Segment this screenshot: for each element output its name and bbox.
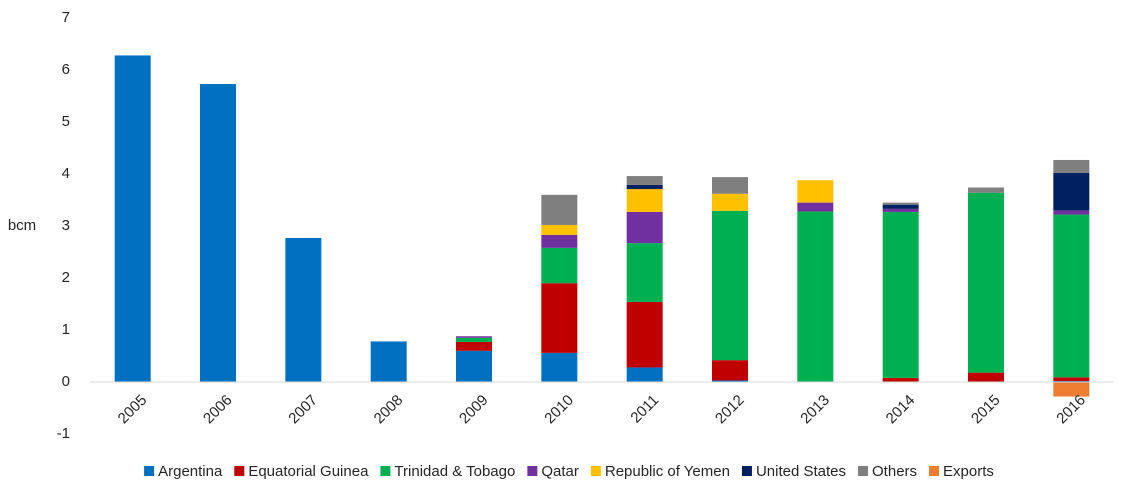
bar-segment bbox=[541, 234, 578, 248]
x-tick-label: 2012 bbox=[712, 392, 748, 428]
legend-swatch bbox=[929, 466, 940, 476]
bar-segment bbox=[626, 211, 663, 244]
x-tick-label: 2009 bbox=[456, 392, 492, 428]
x-tick-label: 2014 bbox=[883, 392, 919, 428]
bar-segment bbox=[882, 208, 919, 212]
bar-segment bbox=[456, 336, 492, 338]
legend-swatch bbox=[858, 466, 869, 476]
bar-segment bbox=[456, 341, 492, 351]
bar-segment bbox=[1053, 380, 1090, 382]
bar-segment bbox=[456, 337, 492, 342]
bar-segment bbox=[968, 192, 1004, 373]
y-tick-label: 0 bbox=[62, 373, 70, 390]
bar-segment bbox=[712, 193, 748, 211]
bar-segment bbox=[626, 243, 663, 302]
bar-segment bbox=[626, 367, 663, 382]
legend-swatch bbox=[144, 466, 155, 476]
y-tick-label: 5 bbox=[62, 113, 70, 130]
bar-segment bbox=[541, 283, 578, 353]
bar-segment bbox=[626, 189, 663, 212]
bar-segment bbox=[882, 202, 919, 205]
bar-segment bbox=[456, 350, 492, 382]
bar-segment bbox=[968, 187, 1004, 193]
x-tick-label: 2010 bbox=[541, 392, 577, 428]
bar-segment bbox=[626, 184, 663, 190]
legend-label: Others bbox=[872, 463, 917, 480]
x-tick-label: 2015 bbox=[968, 392, 1004, 428]
y-tick-label: 1 bbox=[62, 321, 70, 338]
legend: Argentina Equatorial Guinea Trinidad & Tob… bbox=[144, 463, 994, 480]
bar-segment bbox=[712, 210, 748, 361]
x-tick-label: 2007 bbox=[285, 392, 321, 428]
y-tick-label: 6 bbox=[62, 61, 70, 78]
y-tick-label: 3 bbox=[62, 217, 70, 234]
bar-segment bbox=[797, 180, 834, 203]
bar-segment bbox=[200, 84, 236, 382]
legend-label: Equatorial Guinea bbox=[248, 463, 369, 480]
legend-swatch bbox=[234, 466, 245, 476]
bar-segment bbox=[1053, 172, 1090, 211]
legend-swatch bbox=[741, 466, 752, 476]
legend-swatch bbox=[590, 466, 601, 476]
legend-label: Exports bbox=[943, 463, 994, 480]
bar-segment bbox=[882, 211, 919, 378]
bar-segment bbox=[626, 301, 663, 368]
legend-swatch bbox=[527, 466, 538, 476]
bar-segment bbox=[114, 55, 151, 382]
y-axis-label: bcm bbox=[8, 217, 36, 234]
bar-segment bbox=[1053, 210, 1090, 215]
bar-segment bbox=[712, 360, 748, 381]
bar-segment bbox=[712, 177, 748, 194]
bar-segment bbox=[541, 352, 578, 382]
bar-segment bbox=[626, 176, 663, 185]
x-tick-label: 2005 bbox=[115, 392, 151, 428]
bar-segment bbox=[882, 204, 919, 209]
x-tick-label: 2008 bbox=[371, 392, 407, 428]
bar-segment bbox=[370, 341, 407, 382]
x-tick-label: 2016 bbox=[1053, 392, 1089, 428]
legend-label: Trinidad & Tobago bbox=[394, 463, 515, 480]
y-tick-label: -1 bbox=[57, 425, 70, 442]
bar-segment bbox=[968, 372, 1004, 382]
x-tick-label: 2006 bbox=[200, 392, 236, 428]
legend-swatch bbox=[380, 466, 391, 476]
y-tick-label: 7 bbox=[62, 9, 70, 26]
bar-segment bbox=[1053, 159, 1090, 173]
bar-segment bbox=[1053, 214, 1090, 378]
bar-segment bbox=[797, 202, 834, 212]
bar-segment bbox=[797, 211, 834, 382]
bar-segment bbox=[541, 224, 578, 235]
legend-label: Argentina bbox=[158, 463, 223, 480]
bar-segment bbox=[712, 380, 748, 382]
x-tick-label: 2011 bbox=[627, 392, 662, 427]
bar-segment bbox=[541, 247, 578, 284]
legend-label: United States bbox=[756, 463, 846, 480]
bar-segment bbox=[1053, 377, 1090, 381]
legend-label: Republic of Yemen bbox=[605, 463, 730, 480]
bar-segment bbox=[285, 237, 322, 382]
x-tick-label: 2013 bbox=[797, 392, 833, 428]
bar-segment bbox=[541, 194, 578, 225]
legend-label: Qatar bbox=[541, 463, 579, 480]
bar-segment bbox=[882, 377, 919, 382]
y-tick-label: 4 bbox=[62, 165, 70, 182]
bar-segment bbox=[1053, 382, 1090, 397]
y-tick-label: 2 bbox=[62, 269, 70, 286]
